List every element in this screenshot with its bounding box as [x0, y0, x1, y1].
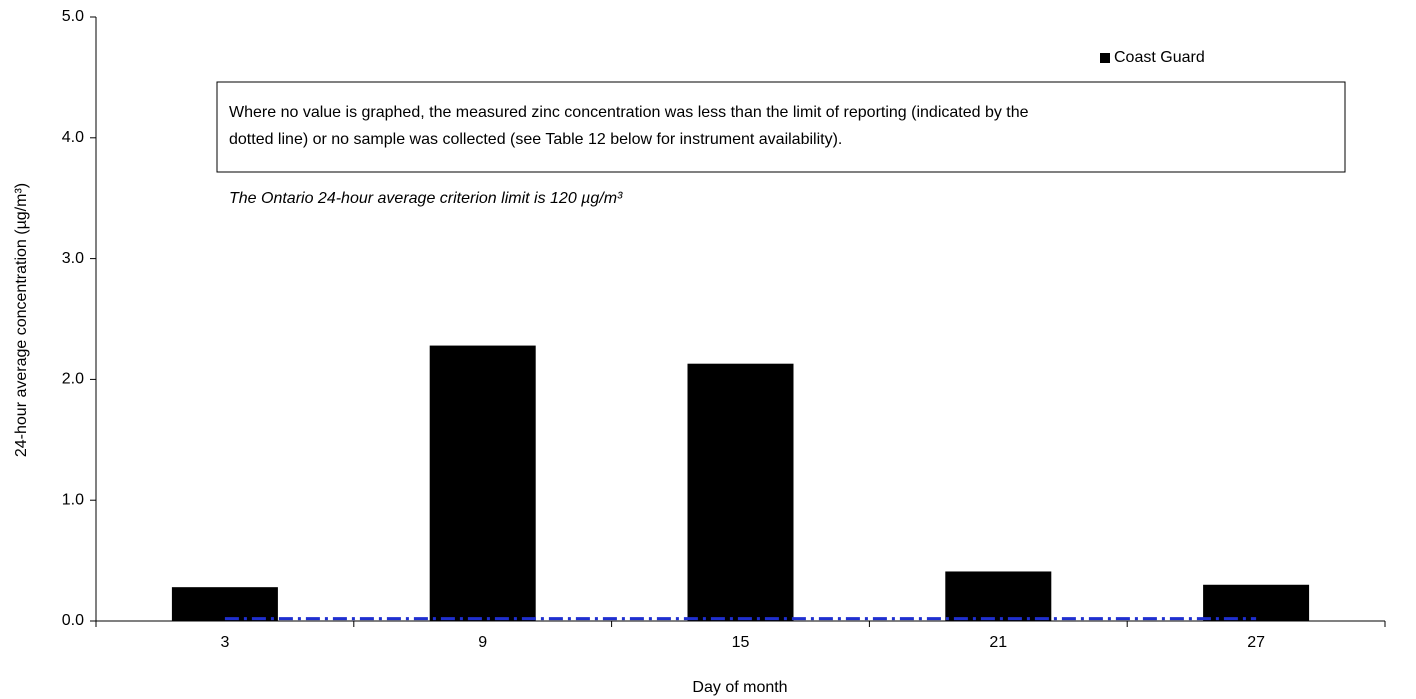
y-axis-title: 24-hour average concentration (µg/m³): [13, 183, 30, 457]
legend-swatch: [1100, 53, 1110, 63]
bar: [1203, 584, 1310, 621]
legend-label: Coast Guard: [1114, 49, 1205, 66]
y-tick-label: 4.0: [62, 129, 84, 146]
annotation-line: dotted line) or no sample was collected …: [229, 131, 842, 148]
x-tick-label: 15: [732, 634, 750, 651]
x-tick-label: 9: [478, 634, 487, 651]
y-tick-label: 0.0: [62, 612, 84, 629]
y-tick-label: 5.0: [62, 8, 84, 25]
y-tick-label: 3.0: [62, 250, 84, 267]
y-tick-label: 2.0: [62, 371, 84, 388]
x-tick-label: 21: [989, 634, 1007, 651]
annotation-line: Where no value is graphed, the measured …: [229, 104, 1029, 121]
bar: [429, 345, 536, 621]
bar: [687, 363, 794, 621]
note: The Ontario 24-hour average criterion li…: [229, 190, 623, 207]
bar: [945, 571, 1052, 621]
y-tick-label: 1.0: [62, 491, 84, 508]
x-axis-title: Day of month: [692, 679, 787, 696]
x-tick-label: 27: [1247, 634, 1265, 651]
x-tick-label: 3: [220, 634, 229, 651]
bar: [171, 587, 278, 621]
annotation-box: [216, 81, 1346, 173]
